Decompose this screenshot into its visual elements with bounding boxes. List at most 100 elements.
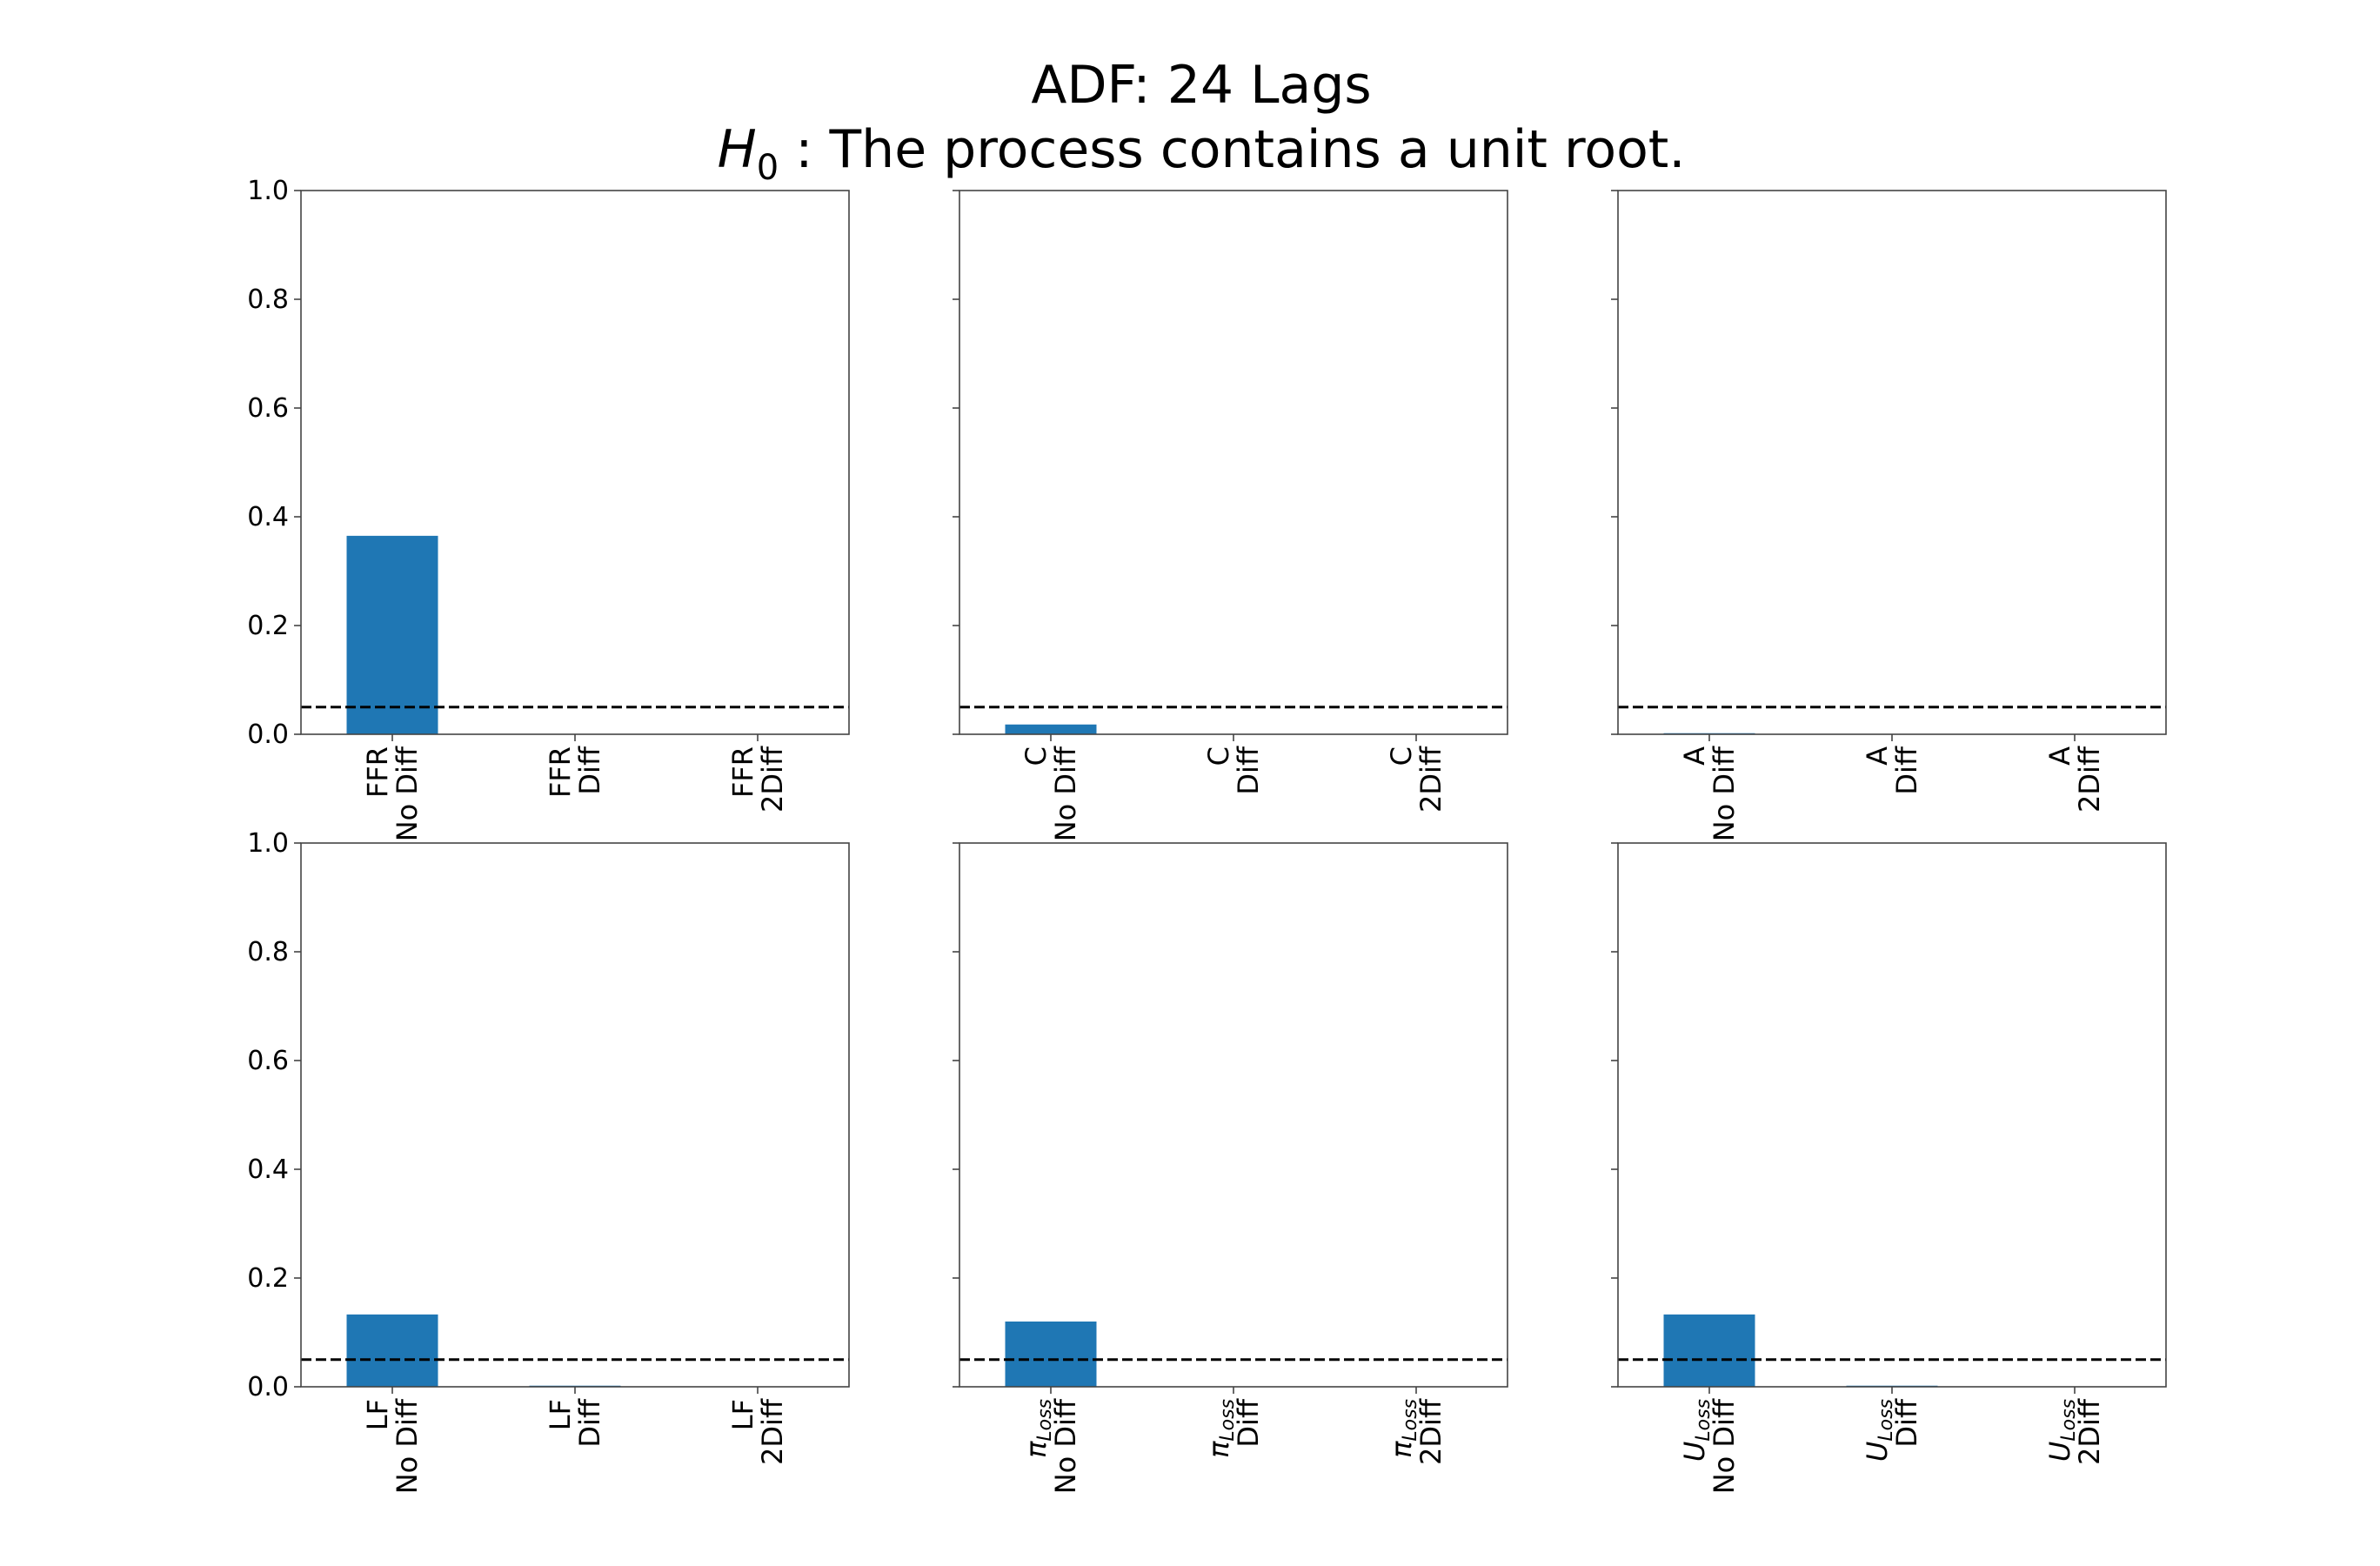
xtick-diff: No Diff (391, 746, 424, 841)
bar (1005, 1322, 1097, 1387)
ytick-label: 0.6 (247, 393, 289, 424)
xtick-diff: 2Diff (756, 1398, 789, 1465)
xtick-variable: ULoss (2043, 1399, 2080, 1462)
xtick-variable: FFR (361, 746, 394, 798)
figure-title-line1: ADF: 24 Lags (1031, 55, 1371, 116)
xtick-diff: Diff (1232, 746, 1265, 795)
xtick-variable-symbol: π (1020, 1441, 1053, 1458)
xtick-variable-symbol: U (1861, 1442, 1894, 1462)
xtick-variable-symbol: π (1385, 1441, 1418, 1458)
axes-frame (1617, 190, 2167, 735)
xtick-diff: 2Diff (2073, 746, 2106, 813)
xtick-variable-subscript: Loss (1693, 1399, 1715, 1442)
xtick-variable: ULoss (1678, 1399, 1715, 1462)
xtick-diff: 2Diff (1414, 746, 1447, 813)
xtick-diff: No Diff (1708, 746, 1741, 841)
xtick-diff: No Diff (1049, 1398, 1082, 1494)
ytick-label: 1.0 (247, 828, 289, 859)
xtick-diff: Diff (573, 1398, 606, 1448)
ytick-label: 0.2 (247, 611, 289, 641)
ytick-label: 0.0 (247, 1372, 289, 1402)
title-hypothesis-subscript: 0 (757, 148, 779, 188)
xtick-variable: πLoss (1385, 1399, 1421, 1458)
xtick-diff: Diff (1890, 1398, 1923, 1448)
xtick-diff: Diff (573, 746, 606, 795)
bar (346, 535, 438, 734)
xtick-variable-subscript: Loss (1217, 1399, 1239, 1442)
xtick-variable-subscript: Loss (2058, 1399, 2080, 1442)
axes-frame (300, 842, 850, 1388)
axes-frame (959, 842, 1508, 1388)
xtick-variable: ULoss (1861, 1399, 1897, 1462)
xtick-variable-symbol: U (2043, 1442, 2076, 1462)
xtick-variable: πLoss (1202, 1399, 1239, 1458)
xtick-diff: 2Diff (2073, 1398, 2106, 1465)
xtick-variable: C (1020, 746, 1053, 766)
xtick-diff: No Diff (391, 1398, 424, 1494)
axes-frame (1617, 842, 2167, 1388)
xtick-variable-subscript: Loss (1875, 1399, 1897, 1442)
xtick-variable: LF (726, 1399, 759, 1430)
xtick-diff: Diff (1890, 746, 1923, 795)
xtick-variable: LF (361, 1399, 394, 1430)
ytick-label: 0.4 (247, 502, 289, 532)
ytick-label: 0.2 (247, 1263, 289, 1294)
xtick-variable: A (2043, 746, 2076, 766)
xtick-variable: FFR (544, 746, 577, 798)
axes-frame (959, 190, 1508, 735)
xtick-variable-subscript: Loss (1400, 1399, 1421, 1442)
xtick-variable: C (1385, 746, 1418, 766)
bar (1005, 724, 1097, 734)
ytick-label: 0.8 (247, 937, 289, 967)
ytick-label: 0.0 (247, 719, 289, 750)
figure-title-line2: H0 : The process contains a unit root. (718, 119, 1686, 188)
xtick-label: ANo Diff (1678, 746, 1741, 841)
bar (1663, 1314, 1755, 1387)
xtick-diff: No Diff (1049, 746, 1082, 841)
xtick-variable-symbol: π (1202, 1441, 1235, 1458)
xtick-diff: 2Diff (1414, 1398, 1447, 1465)
xtick-variable: πLoss (1020, 1399, 1056, 1458)
xtick-variable-symbol: U (1678, 1442, 1711, 1462)
title-hypothesis-text: : The process contains a unit root. (779, 119, 1685, 180)
xtick-diff: Diff (1232, 1398, 1265, 1448)
bar (346, 1314, 438, 1387)
xtick-variable: A (1861, 746, 1894, 766)
xtick-variable-subscript: Loss (1034, 1399, 1056, 1442)
ytick-label: 0.6 (247, 1046, 289, 1076)
ytick-label: 1.0 (247, 176, 289, 206)
xtick-variable: LF (544, 1399, 577, 1430)
xtick-variable: C (1202, 746, 1235, 766)
xtick-variable: A (1678, 746, 1711, 766)
title-hypothesis-symbol: H (718, 119, 757, 180)
xtick-label: CNo Diff (1020, 746, 1082, 841)
xtick-variable: FFR (726, 746, 759, 798)
ytick-label: 0.8 (247, 284, 289, 315)
ytick-label: 0.4 (247, 1154, 289, 1185)
xtick-diff: No Diff (1708, 1398, 1741, 1494)
